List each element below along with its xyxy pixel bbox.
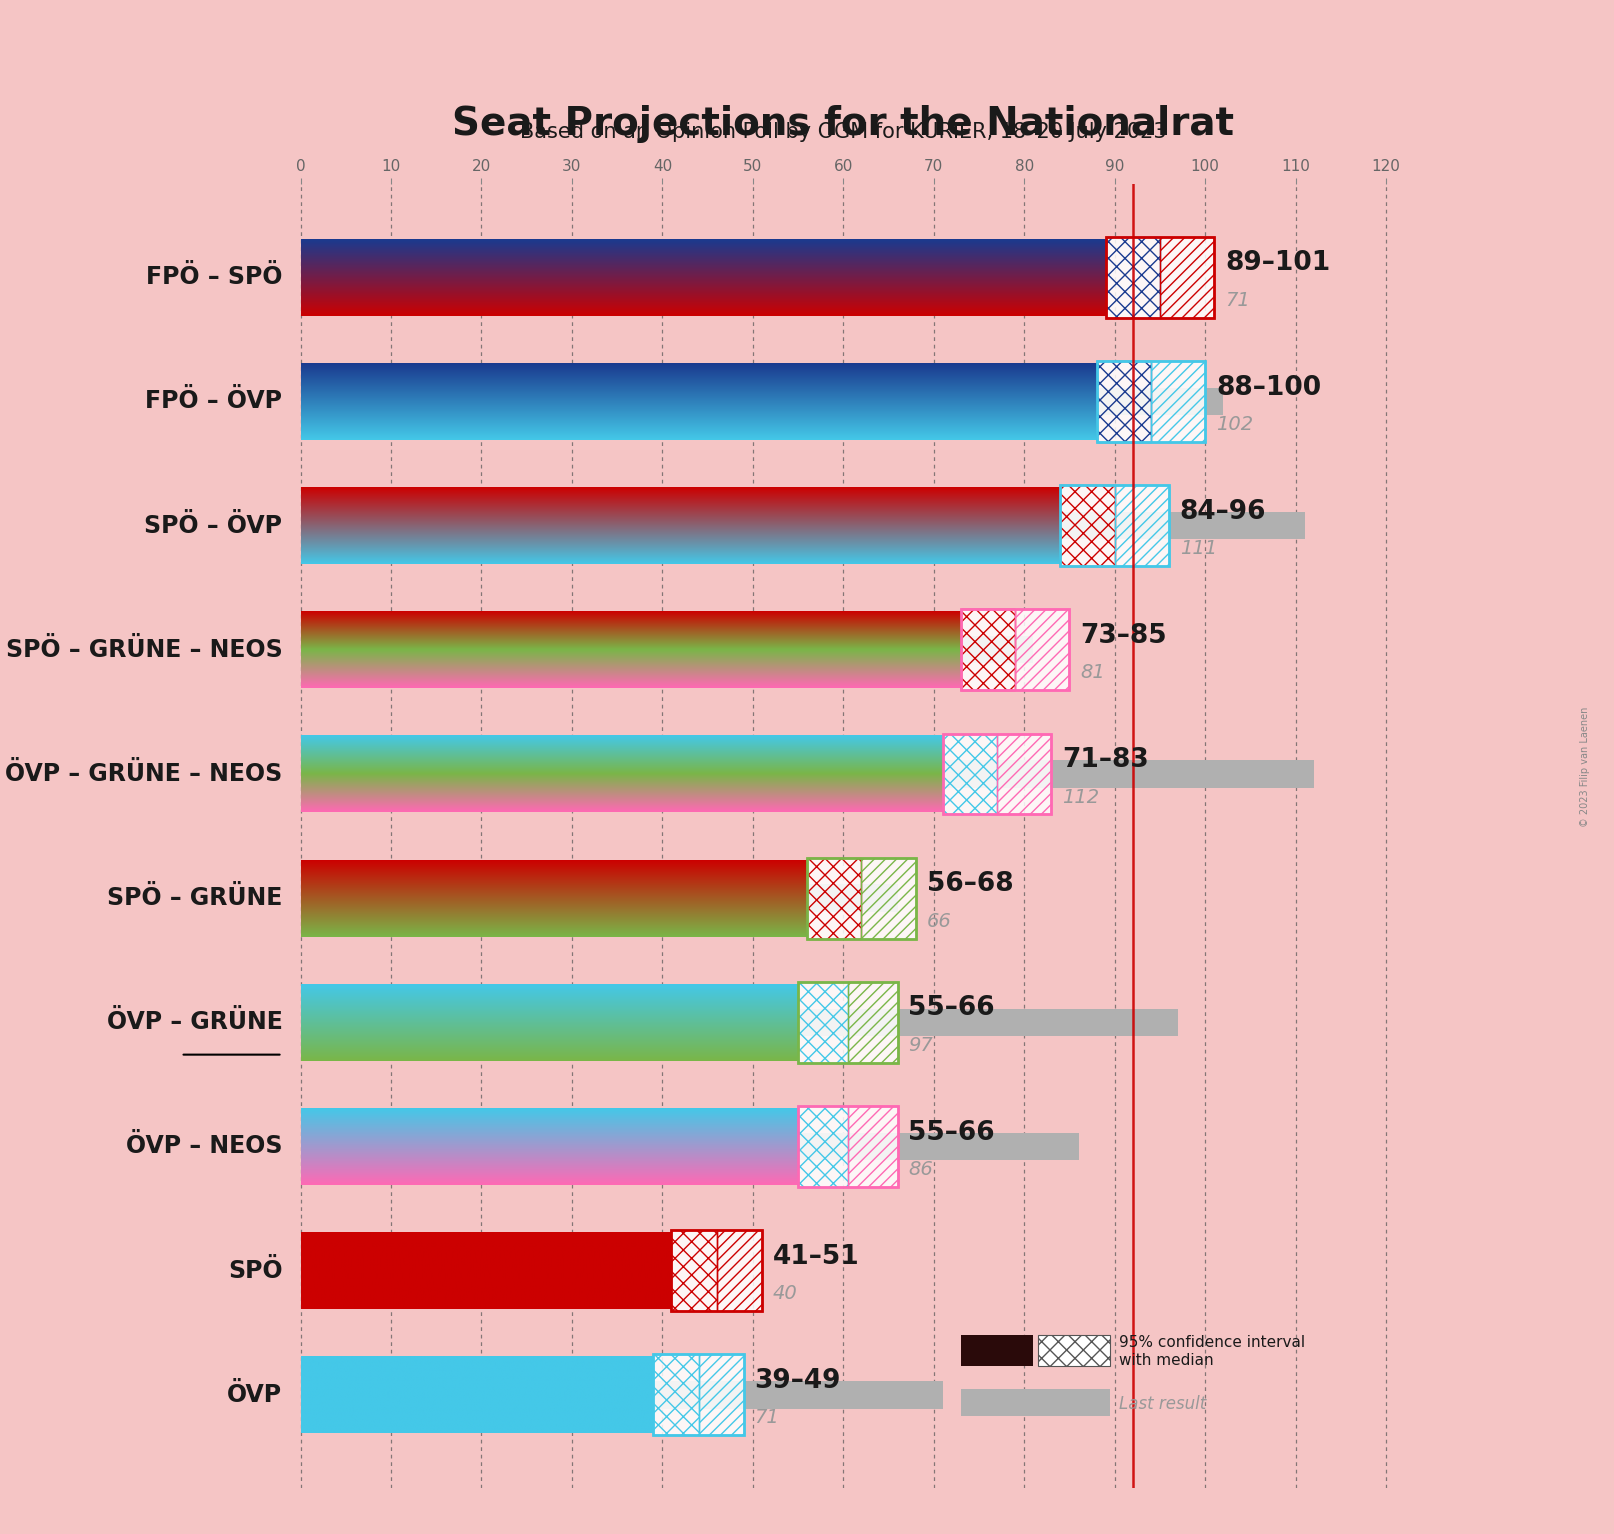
Bar [300,1132,1078,1160]
Bar [300,637,1033,663]
Text: Last result: Last result [1119,1394,1207,1413]
Text: 73–85: 73–85 [1080,623,1167,649]
Bar [654,1355,744,1436]
Bar [797,982,847,1063]
Bar [847,1106,897,1187]
Text: 81: 81 [1080,663,1106,683]
Bar [717,1230,762,1312]
Text: 40: 40 [773,1284,797,1304]
Bar [807,858,915,939]
Text: 41–51: 41–51 [773,1244,860,1270]
Text: 55–66: 55–66 [909,1120,996,1146]
Text: 84–96: 84–96 [1180,499,1267,525]
Bar [862,858,915,939]
Bar [960,609,1015,690]
Bar [1160,236,1214,318]
Text: 66: 66 [926,911,951,931]
Text: SPÖ – GRÜNE – NEOS: SPÖ – GRÜNE – NEOS [6,638,282,661]
Bar [671,1230,762,1312]
Text: 89–101: 89–101 [1225,250,1330,276]
Bar [654,1355,744,1436]
Bar [1096,360,1206,442]
Text: 71–83: 71–83 [1062,747,1149,773]
Bar [960,1388,1110,1416]
Bar [797,982,897,1063]
Text: ÖVP – GRÜNE: ÖVP – GRÜNE [107,1011,282,1034]
Bar [300,1381,943,1408]
Text: ÖVP: ÖVP [228,1382,282,1407]
Text: 88–100: 88–100 [1215,374,1322,400]
Bar [943,733,997,815]
Bar [1096,360,1151,442]
Text: 55–66: 55–66 [909,996,996,1022]
Bar [671,1230,762,1312]
Text: 71: 71 [1225,291,1249,310]
Text: © 2023 Filip van Laenen: © 2023 Filip van Laenen [1580,707,1590,827]
Text: 86: 86 [909,1160,933,1180]
Bar [1015,609,1070,690]
Bar [300,761,1314,787]
Text: 102: 102 [1215,416,1252,434]
Text: 71: 71 [755,1408,780,1428]
Text: 39–49: 39–49 [755,1368,841,1394]
Bar [1038,1335,1110,1367]
Text: SPÖ: SPÖ [228,1259,282,1282]
Bar [847,982,897,1063]
Bar [807,858,915,939]
Text: 95% confidence interval
with median: 95% confidence interval with median [1119,1335,1306,1368]
Text: 111: 111 [1180,538,1217,558]
Bar [300,264,943,291]
Bar [300,388,1223,416]
Bar [797,1106,897,1187]
Text: ÖVP – NEOS: ÖVP – NEOS [126,1135,282,1158]
Bar [1151,360,1206,442]
Bar [1060,485,1169,566]
Bar [699,1355,744,1436]
Bar [797,1106,897,1187]
Bar [1096,360,1206,442]
Bar [960,609,1070,690]
Bar [300,512,1304,540]
Bar [797,1106,847,1187]
Text: 97: 97 [909,1035,933,1055]
Bar [943,733,1051,815]
Text: Based on an Opinion Poll by OGM for KURIER, 18–20 July 2023: Based on an Opinion Poll by OGM for KURI… [520,123,1167,143]
Bar [1060,485,1115,566]
Bar [671,1230,717,1312]
Bar [1106,236,1214,318]
Text: FPÖ – ÖVP: FPÖ – ÖVP [145,390,282,413]
Text: ÖVP – GRÜNE – NEOS: ÖVP – GRÜNE – NEOS [5,762,282,785]
Bar [997,733,1051,815]
Text: SPÖ – ÖVP: SPÖ – ÖVP [144,514,282,537]
Bar [300,1256,662,1284]
Bar [797,982,897,1063]
Bar [1060,485,1169,566]
Text: FPÖ – SPÖ: FPÖ – SPÖ [145,265,282,290]
Title: Seat Projections for the Nationalrat: Seat Projections for the Nationalrat [452,106,1235,144]
Bar [300,885,897,911]
Bar [654,1355,699,1436]
Bar [960,609,1070,690]
Bar [1106,236,1214,318]
Bar [1106,236,1160,318]
Bar [943,733,1051,815]
Bar [960,1335,1033,1367]
Text: 112: 112 [1062,787,1099,807]
Text: 56–68: 56–68 [926,871,1014,897]
Bar [300,1009,1178,1035]
Bar [1115,485,1169,566]
Text: SPÖ – GRÜNE: SPÖ – GRÜNE [107,887,282,910]
Bar [807,858,862,939]
